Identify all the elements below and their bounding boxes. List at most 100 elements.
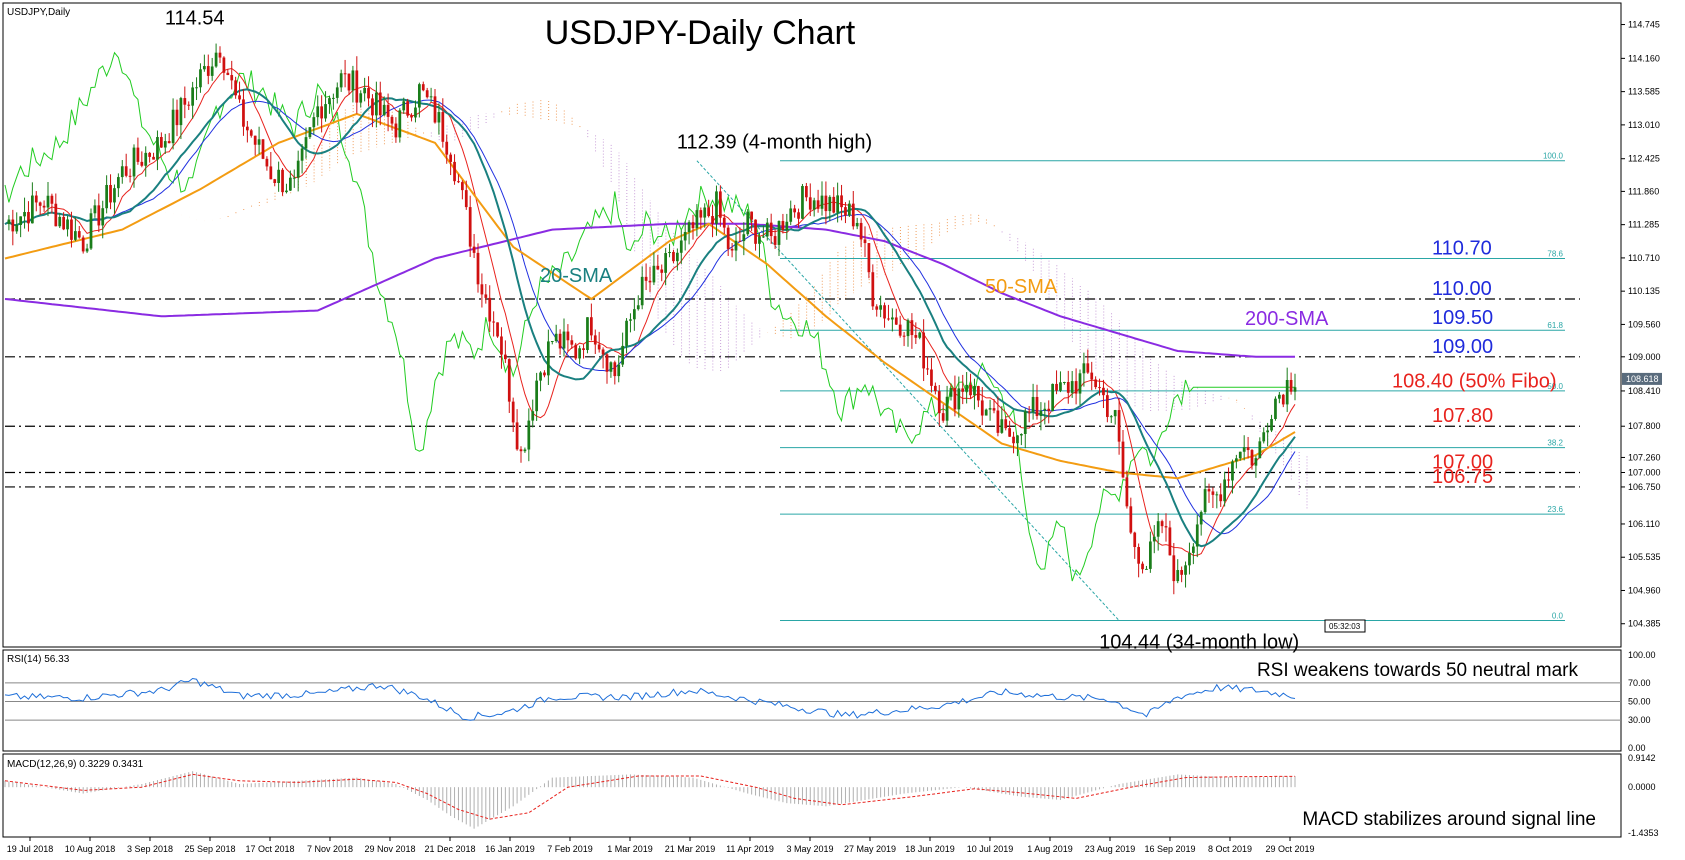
x-tick-label: 25 Sep 2018 xyxy=(184,844,235,854)
candle-body xyxy=(687,222,691,232)
macd-tick-label: -1.4353 xyxy=(1628,828,1659,838)
candle-body xyxy=(316,106,320,118)
candle-body xyxy=(179,98,183,126)
y-tick-label: 111.860 xyxy=(1628,186,1659,196)
candle-body xyxy=(163,141,167,148)
candle-body xyxy=(582,348,585,351)
last-price-badge xyxy=(1622,372,1662,385)
candle-body xyxy=(812,200,816,210)
candle-body xyxy=(754,219,757,244)
candle-body xyxy=(124,166,128,176)
candle-body xyxy=(273,179,277,183)
candle-body xyxy=(175,109,179,126)
candle-body xyxy=(1148,541,1152,569)
y-tick-label: 105.535 xyxy=(1628,552,1661,562)
candle-body xyxy=(1211,491,1215,495)
bar-timer-label: 05:32:03 xyxy=(1329,622,1361,631)
candle-body xyxy=(1160,521,1164,527)
y-tick-label: 104.960 xyxy=(1628,585,1661,595)
extreme-label: 114.54 xyxy=(165,7,225,29)
candle-body xyxy=(527,420,531,450)
candle-body xyxy=(1043,408,1047,411)
candle-body xyxy=(421,84,425,91)
candle-body xyxy=(941,413,945,421)
candle-body xyxy=(191,87,195,106)
candle-body xyxy=(511,401,515,423)
x-tick-label: 16 Jan 2019 xyxy=(485,844,535,854)
fib-label: 100.0 xyxy=(1543,152,1564,161)
candle-body xyxy=(257,139,261,145)
candle-body xyxy=(433,96,437,123)
candlesticks xyxy=(7,43,1297,595)
candle-body xyxy=(758,236,761,244)
candle-body xyxy=(922,332,926,369)
candle-body xyxy=(374,92,378,116)
candle-body xyxy=(367,88,370,99)
candle-body xyxy=(1109,416,1113,418)
candle-body xyxy=(761,236,765,238)
x-tick-label: 27 May 2019 xyxy=(844,844,896,854)
candle-body xyxy=(937,391,941,414)
candle-body xyxy=(1172,555,1176,582)
candle-body xyxy=(503,354,507,360)
candle-body xyxy=(562,331,566,349)
candle-body xyxy=(789,208,793,222)
kijun-line xyxy=(4,99,1296,535)
horizontal-levels xyxy=(5,298,1580,488)
candle-body xyxy=(996,410,1000,433)
candle-body xyxy=(566,331,570,341)
macd-indicator: 0.9142 0.0000 -1.4353 xyxy=(4,753,1659,838)
candle-body xyxy=(1266,430,1270,433)
candle-body xyxy=(773,236,777,245)
candle-body xyxy=(965,384,969,392)
candle-body xyxy=(746,211,750,235)
candle-body xyxy=(918,332,922,338)
x-tick-label: 23 Aug 2019 xyxy=(1085,844,1136,854)
x-tick-label: 3 Sep 2018 xyxy=(127,844,173,854)
candle-body xyxy=(371,98,374,116)
candle-body xyxy=(296,160,300,178)
candle-body xyxy=(265,158,269,167)
candle-body xyxy=(1016,435,1019,444)
candle-body xyxy=(797,212,800,219)
candle-body xyxy=(765,222,769,237)
candle-body xyxy=(249,130,253,136)
candle-body xyxy=(973,386,976,396)
candle-body xyxy=(554,333,558,342)
candle-body xyxy=(840,195,843,208)
candle-body xyxy=(816,200,820,209)
candle-body xyxy=(476,252,480,285)
candle-body xyxy=(410,115,413,118)
candle-body xyxy=(914,335,918,338)
sma-label: 20-SMA xyxy=(540,265,613,287)
candle-body xyxy=(769,222,773,237)
candle-body xyxy=(984,409,988,416)
sma-label: 50-SMA xyxy=(985,276,1058,298)
candle-body xyxy=(1203,489,1207,513)
candle-body xyxy=(632,309,636,320)
candle-body xyxy=(1199,512,1203,525)
x-tick-label: 1 Mar 2019 xyxy=(607,844,653,854)
candle-body xyxy=(871,272,875,307)
candle-body xyxy=(1062,382,1066,384)
y-tick-label: 110.710 xyxy=(1628,253,1660,263)
candle-body xyxy=(1078,373,1082,394)
candle-body xyxy=(1031,396,1035,412)
candle-body xyxy=(992,408,996,411)
candle-body xyxy=(1039,410,1043,416)
candle-body xyxy=(730,248,734,251)
candle-body xyxy=(441,112,445,142)
y-tick-label: 107.800 xyxy=(1628,421,1661,431)
candle-body xyxy=(961,388,965,392)
x-tick-label: 11 Apr 2019 xyxy=(726,844,774,854)
y-tick-label: 107.000 xyxy=(1628,467,1661,477)
fib-label: 38.2 xyxy=(1547,439,1563,448)
candle-body xyxy=(1207,489,1211,492)
candle-body xyxy=(652,265,656,283)
candle-body xyxy=(116,177,120,189)
candle-body xyxy=(488,297,492,322)
y-tick-label: 114.745 xyxy=(1628,20,1660,30)
candle-body xyxy=(1027,411,1031,413)
candle-body xyxy=(128,175,132,177)
